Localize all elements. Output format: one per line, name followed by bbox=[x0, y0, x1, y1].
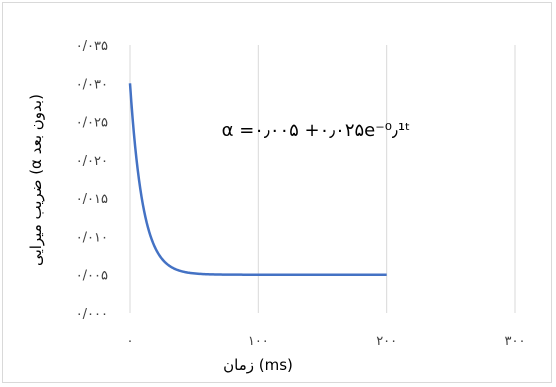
series-layer bbox=[128, 83, 387, 276]
gridlines bbox=[129, 45, 516, 313]
y-tick-label-4: ۰/۰۲۰ bbox=[76, 154, 108, 169]
y-tick-label-3: ۰/۰۱۵ bbox=[76, 192, 108, 207]
y-axis-title: ضریب میرایی (α بدون بعد) bbox=[27, 94, 45, 266]
y-tick-labels: ۰/۰۰۰ ۰/۰۰۵ ۰/۰۱۰ ۰/۰۱۵ ۰/۰۲۰ ۰/۰۲۵ ۰/۰۳۰ ۰/۰۳۵ bbox=[76, 39, 108, 322]
x-tick-label-2: ۲۰۰ bbox=[376, 334, 397, 349]
y-tick-label-5: ۰/۰۲۵ bbox=[76, 116, 108, 131]
y-tick-label-6: ۰/۰۳۰ bbox=[76, 77, 108, 92]
y-tick-label-2: ۰/۰۱۰ bbox=[76, 230, 108, 245]
x-tick-label-0: ۰ bbox=[127, 334, 134, 349]
x-tick-labels: ۰ ۱۰۰ ۲۰۰ ۳۰۰ bbox=[127, 334, 526, 349]
y-tick-label-1: ۰/۰۰۵ bbox=[76, 269, 108, 284]
x-tick-label-3: ۳۰۰ bbox=[505, 334, 526, 349]
chart-frame bbox=[2, 2, 552, 383]
equation-annotation: α =۰٫۰۰۵ +۰٫۰۲۵e⁻⁰٫¹ᵗ bbox=[222, 120, 411, 141]
series-line-0 bbox=[128, 83, 387, 276]
x-axis-title: زمان (ms) bbox=[223, 356, 293, 374]
x-tick-label-1: ۱۰۰ bbox=[248, 334, 269, 349]
y-tick-label-7: ۰/۰۳۵ bbox=[76, 39, 108, 54]
y-tick-label-0: ۰/۰۰۰ bbox=[76, 307, 108, 322]
